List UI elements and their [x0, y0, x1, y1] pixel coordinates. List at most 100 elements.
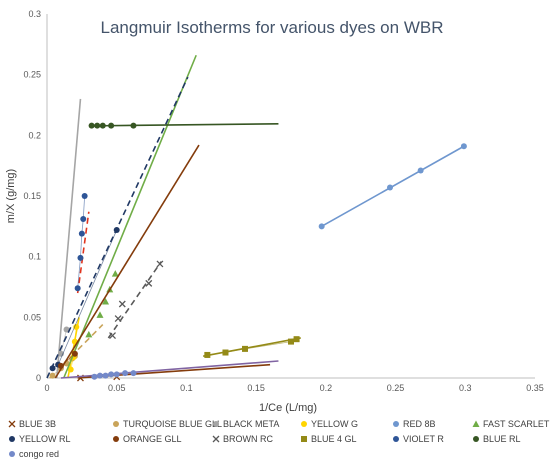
plot-area — [46, 54, 467, 382]
series-group — [60, 360, 279, 380]
legend-marker — [301, 436, 307, 442]
legend-marker — [113, 421, 119, 427]
x-tick-label: 0 — [44, 383, 49, 393]
legend-marker — [113, 436, 119, 442]
legend: BLUE 3B TURQUOISE BLUE GLL BLACK META YELLO… — [8, 419, 550, 459]
data-point — [96, 372, 103, 379]
y-tick-label: 0.1 — [28, 252, 41, 262]
legend-label: YELLOW G — [311, 419, 358, 429]
legend-label: BLUE 3B — [19, 419, 56, 429]
legend-label: FAST SCARLET 4BS — [483, 419, 550, 429]
x-tick-label: 0.05 — [108, 383, 126, 393]
legend-item: BLUE 3B — [8, 419, 56, 429]
x-tick-label: 0.35 — [526, 383, 544, 393]
legend-item: BROWN RC — [212, 434, 273, 444]
data-point — [386, 184, 393, 191]
legend-marker — [212, 435, 220, 443]
series-line — [60, 353, 76, 367]
data-point — [63, 326, 70, 333]
data-point — [204, 351, 211, 358]
y-tick-label: 0.3 — [28, 9, 41, 19]
legend-item: BLUE RL — [473, 434, 521, 444]
legend-label: congo red — [19, 449, 59, 459]
data-point — [108, 371, 115, 378]
trendline — [62, 54, 197, 379]
trendline — [55, 98, 82, 379]
series-group — [74, 193, 90, 294]
data-point — [156, 260, 164, 268]
data-point — [113, 371, 120, 378]
data-point — [109, 332, 116, 339]
data-point — [241, 345, 248, 352]
data-point — [293, 336, 300, 343]
trendline — [76, 211, 90, 294]
x-tick-label: 0.25 — [387, 383, 405, 393]
x-tick-label: 0.15 — [247, 383, 265, 393]
data-point — [81, 193, 88, 199]
trendline — [107, 261, 162, 339]
trendline — [46, 76, 189, 379]
series-group — [203, 336, 301, 358]
legend-marker — [213, 421, 219, 427]
legend-item: congo red — [9, 449, 59, 459]
y-tick-label: 0.2 — [28, 130, 41, 140]
legend-label: TURQUOISE BLUE GLL — [123, 419, 222, 429]
legend-marker — [472, 420, 480, 427]
x-tick-label: 0.1 — [180, 383, 193, 393]
data-point — [130, 122, 137, 129]
data-point — [108, 122, 115, 129]
legend-label: BLUE 4 GL — [311, 434, 357, 444]
series-group — [318, 143, 467, 230]
y-axis-title: m/X (g/mg) — [5, 169, 17, 223]
legend-marker — [473, 436, 479, 442]
data-point — [77, 254, 84, 261]
series-group — [107, 260, 164, 339]
legend-item: VIOLET R — [393, 434, 444, 444]
legend-item: RED 8B — [393, 419, 436, 429]
data-point — [114, 315, 122, 323]
legend-label: BLUE RL — [483, 434, 521, 444]
series-line — [70, 327, 77, 370]
x-axis-title: 1/Ce (L/mg) — [259, 402, 317, 414]
data-point — [113, 226, 120, 233]
x-tick-label: 0.2 — [320, 383, 333, 393]
data-point — [99, 122, 106, 129]
data-point — [71, 350, 78, 357]
data-point — [318, 223, 325, 230]
legend-label: BROWN RC — [223, 434, 273, 444]
series-group — [54, 144, 200, 379]
data-point — [80, 216, 87, 223]
data-point — [122, 370, 129, 377]
legend-item: ORANGE GLL — [113, 434, 182, 444]
series-group — [88, 122, 279, 129]
series-line — [321, 145, 465, 227]
data-point — [145, 279, 153, 287]
legend-item: YELLOW G — [301, 419, 358, 429]
data-point — [91, 373, 98, 380]
data-point — [417, 167, 424, 174]
data-point — [49, 365, 56, 372]
y-tick-label: 0 — [36, 373, 41, 383]
data-point — [460, 143, 467, 150]
legend-marker — [9, 451, 15, 457]
legend-item: TURQUOISE BLUE GLL — [113, 419, 222, 429]
data-point — [49, 372, 56, 379]
data-point — [102, 298, 110, 305]
legend-marker — [393, 421, 399, 427]
legend-marker — [8, 420, 16, 428]
legend-label: VIOLET R — [403, 434, 444, 444]
legend-item: YELLOW RL — [9, 434, 71, 444]
legend-item: BLACK META — [213, 419, 279, 429]
legend-item: BLUE 4 GL — [301, 434, 357, 444]
data-point — [288, 338, 294, 345]
data-point — [88, 122, 95, 129]
legend-label: BLACK META — [223, 419, 279, 429]
legend-marker — [9, 436, 15, 442]
y-tick-label: 0.15 — [23, 191, 41, 201]
data-point — [96, 311, 104, 318]
legend-marker — [301, 421, 307, 427]
trendline — [54, 144, 200, 379]
data-point — [94, 122, 101, 129]
chart-title: Langmuir Isotherms for various dyes on W… — [101, 18, 444, 37]
